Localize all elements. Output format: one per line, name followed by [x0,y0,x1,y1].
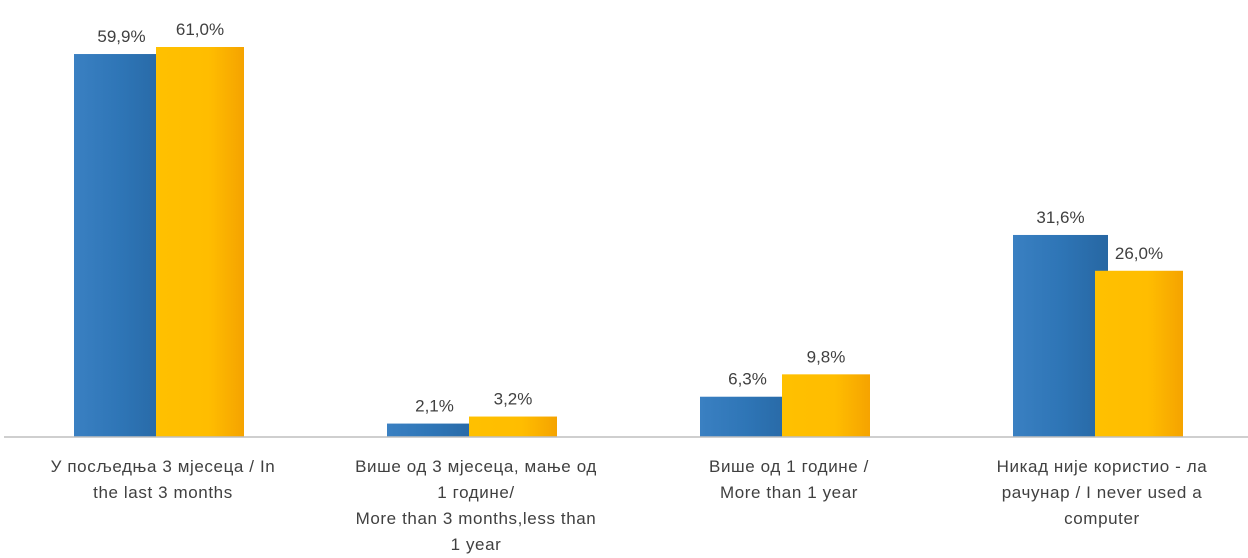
category-label-2-line-4: 1 year [451,535,502,554]
data-label-series1-cat3: 6,3% [728,370,767,389]
bar-series2-cat2 [469,417,557,437]
bar-series1-cat4 [1013,235,1108,437]
category-label-1-line-2: the last 3 months [93,483,233,502]
bars-group [74,47,1183,437]
bar-series2-cat3 [782,374,870,437]
data-label-series2-cat1: 61,0% [176,20,224,39]
category-label-3-line-2: More than 1 year [720,483,858,502]
bar-series1-cat1 [74,54,169,437]
value-labels-group: 59,9% 61,0% 2,1% 3,2% 6,3% 9,8% 31,6% 26,0% [97,20,1163,416]
data-label-series2-cat2: 3,2% [494,390,533,409]
bar-series2-cat4 [1095,271,1183,437]
data-label-series1-cat2: 2,1% [415,397,454,416]
bar-series2-cat1 [156,47,244,437]
category-label-1-line-1: У посљедња 3 мјесеца / In [51,457,276,476]
category-label-4-line-1: Никад није користио - ла [997,457,1208,476]
category-labels-group: У посљедња 3 мјесеца / In the last 3 mont… [51,457,1208,554]
data-label-series1-cat4: 31,6% [1036,208,1084,227]
category-label-2-line-3: More than 3 months,less than [356,509,597,528]
category-label-2-line-1: Више од 3 мјесеца, мање од [355,457,597,476]
data-label-series1-cat1: 59,9% [97,27,145,46]
data-label-series2-cat4: 26,0% [1115,244,1163,263]
category-label-4-line-2: рачунар / I never used a [1002,483,1203,502]
category-label-3-line-1: Више од 1 године / [709,457,869,476]
category-label-4-line-3: computer [1064,509,1140,528]
bar-series1-cat3 [700,397,795,437]
bar-series1-cat2 [387,424,482,437]
data-label-series2-cat3: 9,8% [807,347,846,366]
category-label-2-line-2: 1 године/ [437,483,514,502]
